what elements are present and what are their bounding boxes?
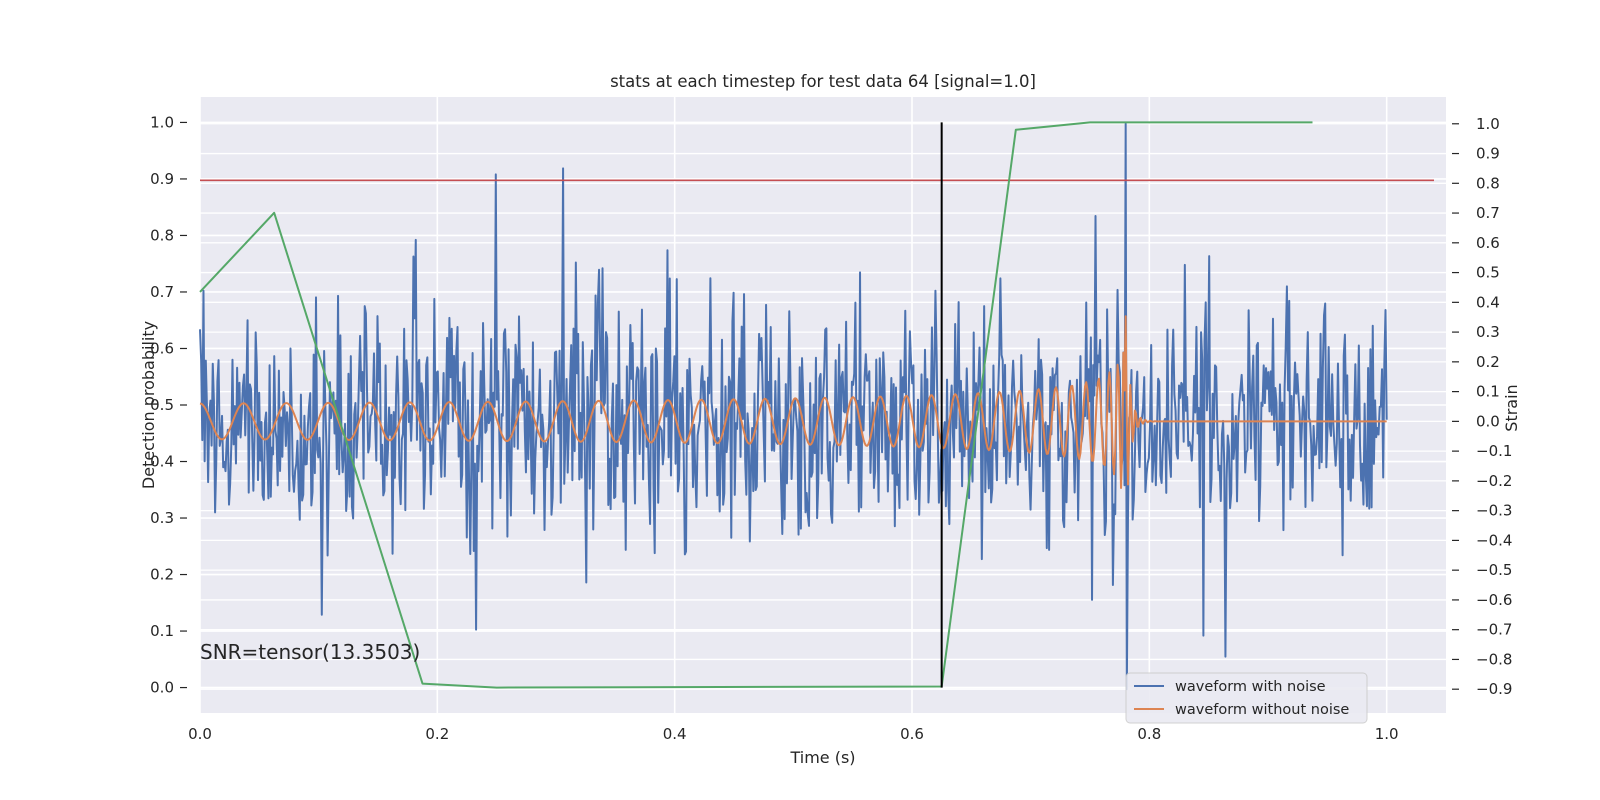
x-tick-label: 1.0 xyxy=(1375,725,1399,743)
x-axis: 0.0 0.2 0.4 0.6 0.8 1.0 xyxy=(188,725,1399,743)
y-left-tick-label: 0.8 xyxy=(150,226,174,244)
y-left-tick-label: 0.2 xyxy=(150,566,174,584)
y-right-tick-label: 0.4 xyxy=(1476,293,1500,311)
y-right-tick-label: 0.6 xyxy=(1476,234,1500,252)
y-right-tick-label: −0.1 xyxy=(1476,442,1512,460)
y-right-tick-label: −0.8 xyxy=(1476,650,1512,668)
series-detection-probability xyxy=(199,121,1313,689)
y-left-tick-label: 0.1 xyxy=(150,622,174,640)
y-right-tick-label: 0.0 xyxy=(1476,412,1500,430)
x-tick-label: 0.4 xyxy=(663,725,687,743)
y-right-tick-label: 0.2 xyxy=(1476,353,1500,371)
y-axis-right-label: Strain xyxy=(1502,384,1521,431)
y-right-tick-label: −0.5 xyxy=(1476,561,1512,579)
y-left-tick-label: 1.0 xyxy=(150,113,174,131)
y-left-tick-label: 0.3 xyxy=(150,509,174,527)
legend-label-clean: waveform without noise xyxy=(1175,702,1349,718)
y-right-tick-label: 0.8 xyxy=(1476,174,1500,192)
y-axis-left-label: Detection probability xyxy=(139,321,158,489)
y-right-tick-label: 0.7 xyxy=(1476,204,1500,222)
series-waveform-without-noise xyxy=(199,315,1387,490)
y-left-tick-label: 0.7 xyxy=(150,283,174,301)
y-left-tick-label: 0.6 xyxy=(150,339,174,357)
y-axis-left: 0.0 0.1 0.2 0.3 0.4 0.5 0.6 0.7 0.8 0.9 1.0 xyxy=(150,113,187,697)
y-right-tick-label: 0.3 xyxy=(1476,323,1500,341)
y-right-tick-label: −0.3 xyxy=(1476,502,1512,520)
x-tick-label: 0.8 xyxy=(1137,725,1161,743)
y-right-tick-label: 1.0 xyxy=(1476,115,1500,133)
y-axis-right: −0.9 −0.8 −0.7 −0.6 −0.5 −0.4 −0.3 −0.2 −0.1 0.0 0… xyxy=(1452,115,1512,698)
snr-annotation: SNR=tensor(13.3503) xyxy=(200,640,420,664)
x-tick-label: 0.0 xyxy=(188,725,212,743)
series-waveform-with-noise xyxy=(199,122,1388,691)
y-right-tick-label: 0.1 xyxy=(1476,383,1500,401)
y-right-tick-label: −0.4 xyxy=(1476,531,1512,549)
y-left-tick-label: 0.0 xyxy=(150,679,174,697)
y-right-tick-label: 0.5 xyxy=(1476,264,1500,282)
x-tick-label: 0.2 xyxy=(425,725,449,743)
y-right-tick-label: −0.9 xyxy=(1476,680,1512,698)
y-right-tick-label: −0.6 xyxy=(1476,591,1512,609)
series-layer xyxy=(199,121,1434,691)
y-left-tick-label: 0.9 xyxy=(150,170,174,188)
y-right-tick-label: −0.7 xyxy=(1476,621,1512,639)
y-right-tick-label: −0.2 xyxy=(1476,472,1512,490)
legend-label-noise: waveform with noise xyxy=(1175,679,1326,695)
legend-box xyxy=(1125,672,1368,724)
y-left-tick-label: 0.5 xyxy=(150,396,174,414)
y-right-tick-label: 0.9 xyxy=(1476,145,1500,163)
legend: waveform with noise waveform without noi… xyxy=(1125,672,1368,724)
y-left-tick-label: 0.4 xyxy=(150,453,174,471)
x-axis-label: Time (s) xyxy=(789,748,855,767)
x-tick-label: 0.6 xyxy=(900,725,924,743)
chart-title: stats at each timestep for test data 64 … xyxy=(610,72,1036,91)
